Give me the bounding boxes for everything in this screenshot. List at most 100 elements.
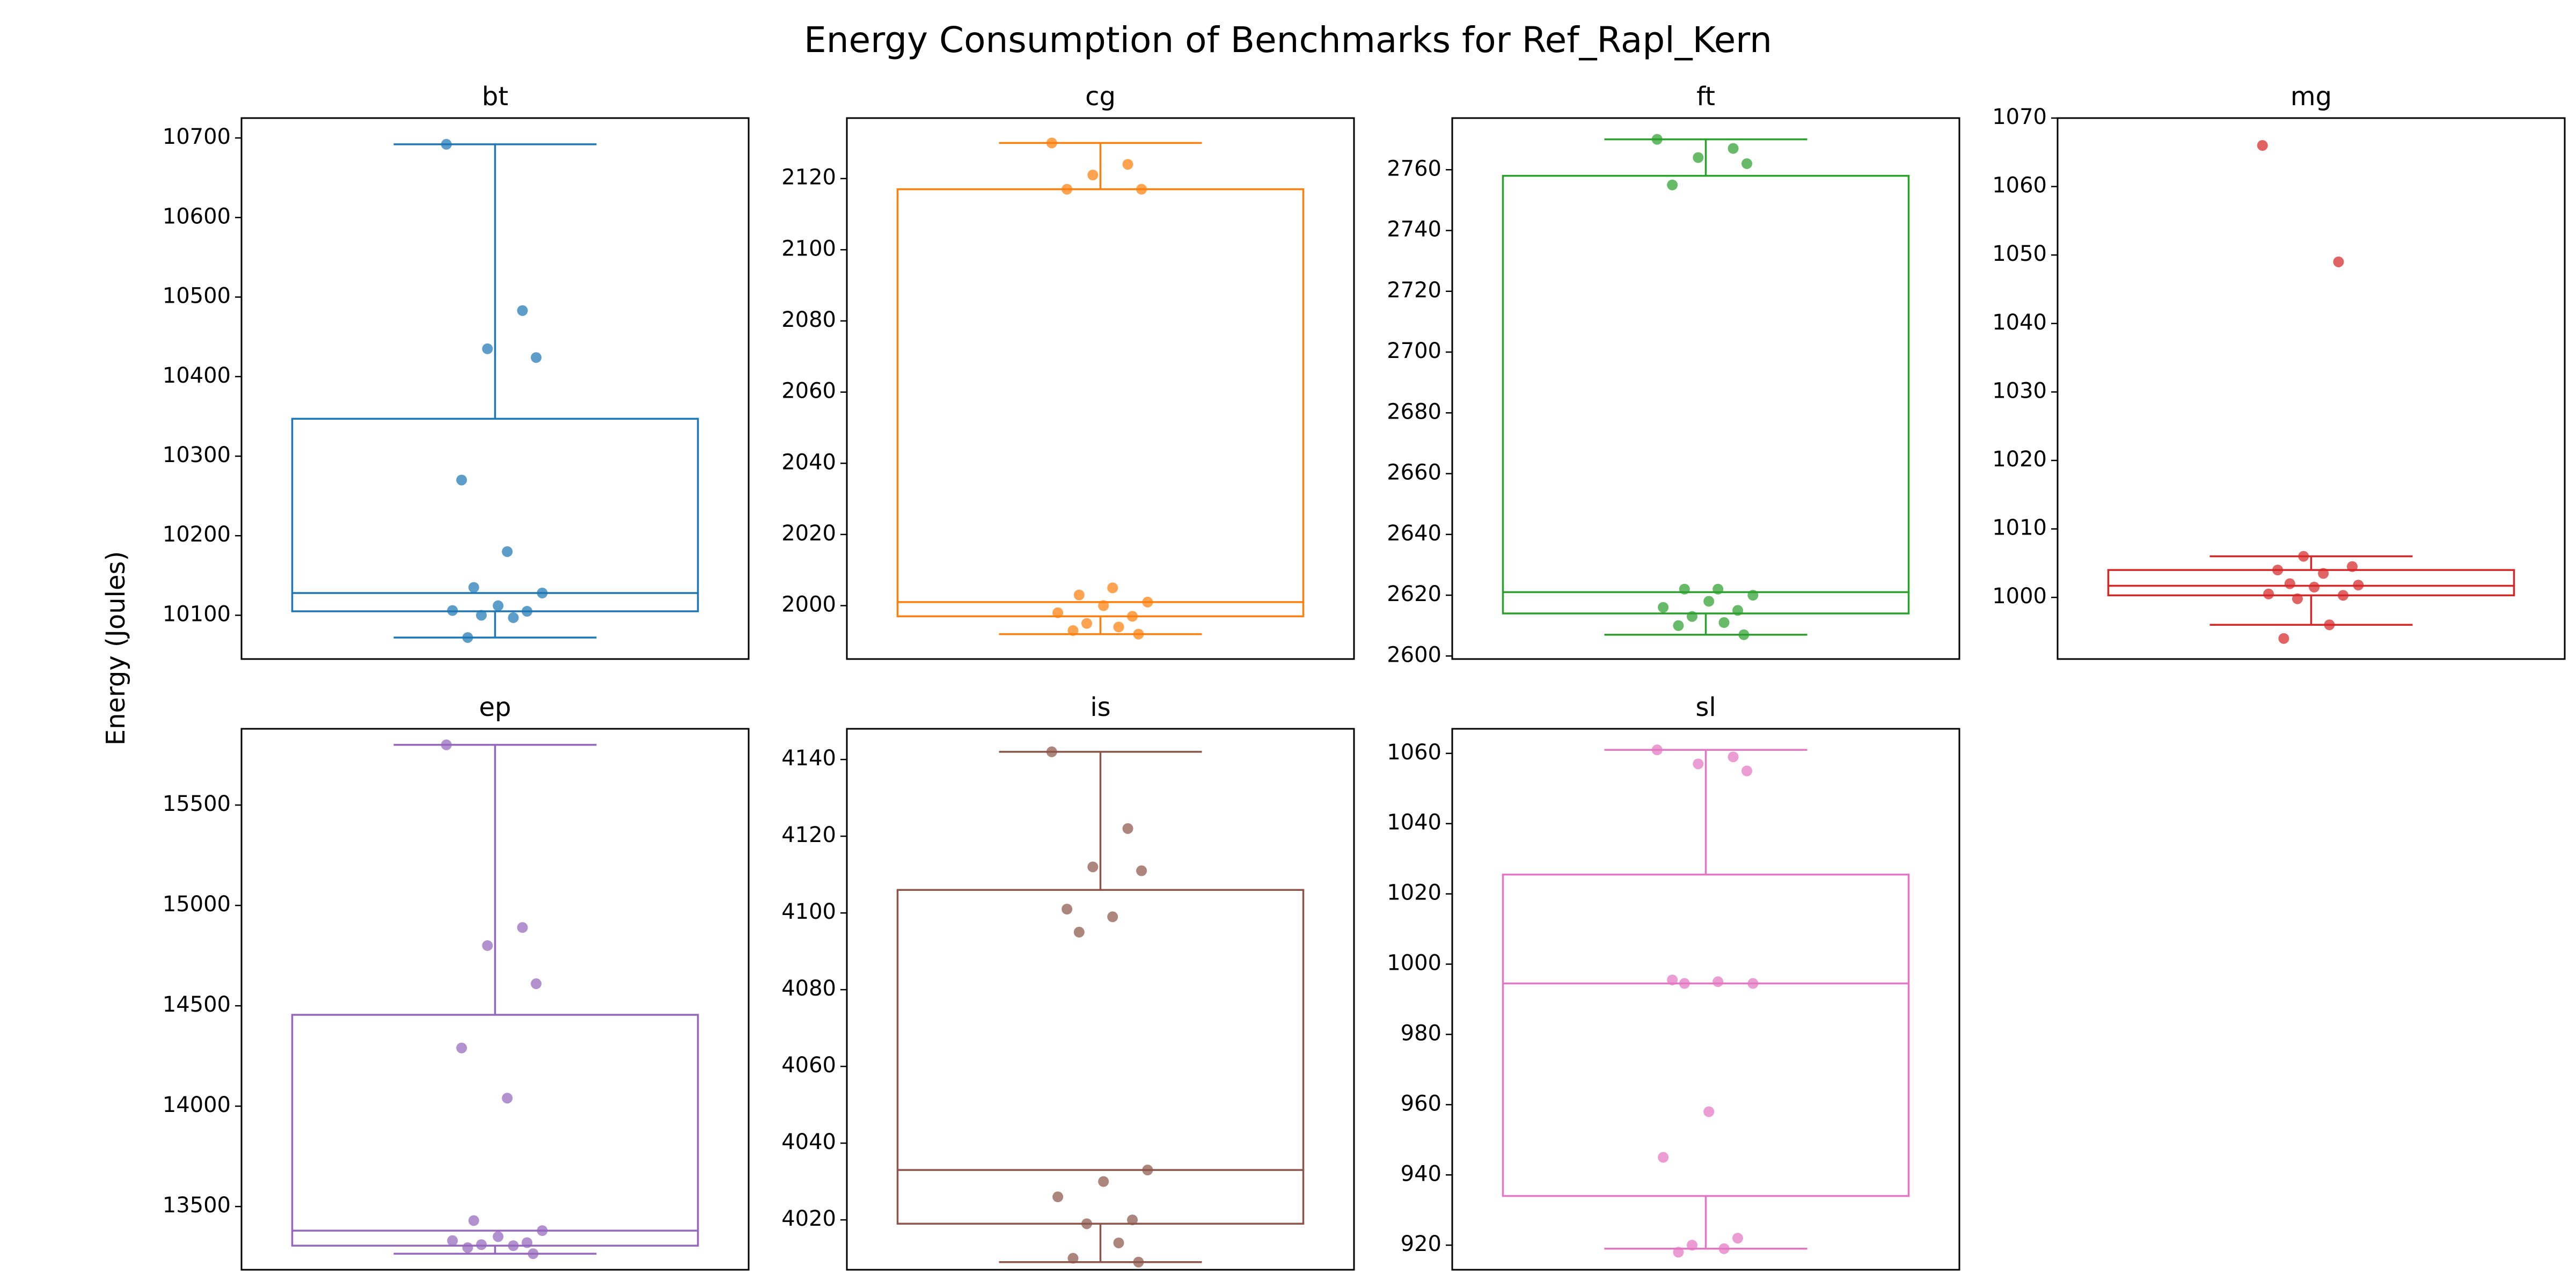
y-tick-label: 2080 xyxy=(781,308,836,332)
data-point xyxy=(1741,158,1753,169)
data-point xyxy=(1107,911,1118,923)
data-point xyxy=(2263,588,2274,599)
data-point xyxy=(2324,619,2335,631)
panel-title-cg: cg xyxy=(1085,82,1116,112)
panel-title-is: is xyxy=(1090,692,1111,722)
data-point xyxy=(1679,978,1690,989)
data-point xyxy=(1732,605,1744,616)
panel-mg: 1000 1010 1020 1030 1040 1050 1060 1070 xyxy=(1992,105,2566,660)
axes-frame xyxy=(240,117,750,660)
y-tick-label: 2680 xyxy=(1387,399,1441,424)
data-point xyxy=(1703,596,1715,607)
data-point xyxy=(1686,611,1697,622)
data-point xyxy=(1081,618,1092,629)
data-point xyxy=(2338,590,2349,601)
y-tick-label: 1030 xyxy=(1992,378,2047,403)
data-point xyxy=(1741,765,1753,777)
y-tick-label: 2020 xyxy=(781,521,836,546)
data-point xyxy=(1673,620,1684,631)
y-tick-label: 14500 xyxy=(163,992,231,1017)
y-tick-label: 1070 xyxy=(1992,105,2047,129)
y-tick-label: 1000 xyxy=(1387,951,1441,976)
data-point xyxy=(482,343,493,354)
data-point xyxy=(493,1231,504,1242)
data-point xyxy=(1062,184,1073,195)
axes-frame xyxy=(240,728,750,1271)
y-tick-label: 10700 xyxy=(163,125,231,149)
y-tick-label: 10100 xyxy=(163,602,231,626)
data-point xyxy=(441,138,452,150)
data-point xyxy=(1113,621,1124,633)
data-point xyxy=(2292,593,2303,604)
data-point xyxy=(517,922,528,933)
data-point xyxy=(1673,1247,1684,1258)
data-point xyxy=(1098,1176,1109,1187)
panel-bt: 10100 10200 10300 10400 10500 10600 10700 xyxy=(163,117,750,660)
data-point xyxy=(1073,589,1085,601)
y-tick-label: 1040 xyxy=(1387,810,1441,835)
y-tick-label: 2060 xyxy=(781,379,836,404)
data-point xyxy=(468,1215,479,1226)
y-tick-label: 940 xyxy=(1401,1161,1441,1186)
data-point xyxy=(1747,978,1759,989)
data-point xyxy=(502,1093,513,1104)
data-point xyxy=(2309,582,2320,593)
data-point xyxy=(508,1240,519,1252)
data-point xyxy=(1052,607,1064,618)
axes-frame xyxy=(1451,728,1960,1271)
data-point xyxy=(2278,633,2289,644)
panel-cg: 2000 2020 2040 2060 2080 2100 2120 xyxy=(781,117,1355,660)
data-point xyxy=(1728,751,1739,763)
data-point xyxy=(1651,744,1663,756)
y-axis-label: Energy (Joules) xyxy=(101,551,131,746)
data-point xyxy=(1127,1214,1138,1226)
data-point xyxy=(1067,625,1079,636)
data-point xyxy=(1651,134,1663,145)
data-point xyxy=(1136,184,1147,195)
data-point xyxy=(1067,1253,1079,1264)
data-point xyxy=(447,1235,458,1246)
iqr-box xyxy=(896,889,1305,1225)
data-point xyxy=(522,606,533,617)
panel-sl: 920 940 960 980 1000 1020 1040 1060 xyxy=(1387,728,1960,1271)
data-point xyxy=(1098,600,1109,611)
data-point xyxy=(1073,926,1085,938)
data-point xyxy=(1142,1165,1153,1176)
y-tick-label: 4060 xyxy=(781,1053,836,1078)
data-point xyxy=(1679,583,1690,595)
y-tick-label: 10500 xyxy=(163,284,231,309)
y-tick-label: 2040 xyxy=(781,450,836,474)
panel-title-bt: bt xyxy=(481,82,509,112)
panel-ep: 13500 14000 14500 15000 15500 xyxy=(163,728,750,1271)
data-point xyxy=(1142,596,1153,608)
data-point xyxy=(1046,137,1057,149)
data-point xyxy=(1136,865,1147,876)
y-tick-label: 14000 xyxy=(163,1093,231,1117)
data-point xyxy=(502,546,513,557)
data-point xyxy=(1686,1240,1697,1251)
data-point xyxy=(1113,1237,1124,1248)
data-point xyxy=(2298,551,2309,562)
panel-ft: 2600 2620 2640 2660 2680 2700 2720 2740 2760 xyxy=(1387,117,1960,667)
y-tick-label: 1050 xyxy=(1992,241,2047,266)
data-point xyxy=(1046,746,1057,757)
axes-frame xyxy=(2057,117,2566,660)
y-tick-label: 2640 xyxy=(1387,521,1441,546)
y-tick-label: 2120 xyxy=(781,165,836,190)
data-point xyxy=(456,474,467,486)
y-tick-label: 920 xyxy=(1401,1232,1441,1256)
panel-title-sl: sl xyxy=(1695,692,1716,722)
data-point xyxy=(1667,179,1678,191)
data-point xyxy=(1728,143,1739,154)
data-point xyxy=(456,1042,467,1053)
iqr-box xyxy=(1502,873,1910,1197)
iqr-box xyxy=(2107,569,2515,597)
y-tick-label: 2100 xyxy=(781,236,836,261)
y-tick-label: 10300 xyxy=(163,443,231,467)
data-point xyxy=(1087,170,1099,181)
chart-title: Energy Consumption of Benchmarks for Ref… xyxy=(804,19,1772,61)
data-point xyxy=(1081,1218,1092,1230)
iqr-box xyxy=(291,1014,699,1247)
data-point xyxy=(1658,602,1669,613)
data-point xyxy=(441,739,452,750)
